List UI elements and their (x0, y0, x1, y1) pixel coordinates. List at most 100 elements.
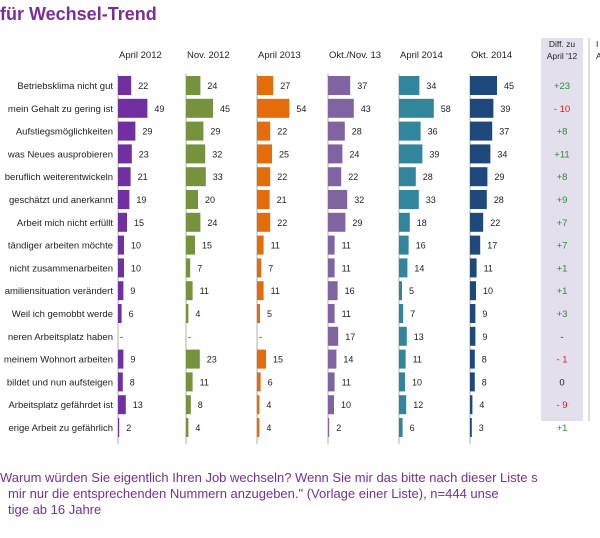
data-label-1-13: 11 (200, 377, 209, 387)
bar-5-8 (470, 258, 477, 278)
chart-area: April 2012 Nov. 2012 April 2013 Okt./Nov. 1… (4, 38, 600, 445)
legend-label-0: April 2012 (119, 50, 162, 61)
bar-0-12 (118, 349, 124, 369)
diff-value-13: 0 (559, 377, 564, 388)
bar-3-4 (328, 167, 342, 187)
data-label-1-12: 23 (207, 355, 217, 365)
diff-value-11: - (560, 332, 563, 343)
data-label-0-7: 10 (131, 241, 141, 251)
bar-4-5 (399, 190, 419, 209)
data-label-2-14: 4 (266, 400, 271, 410)
data-label-5-11: 9 (482, 332, 487, 342)
data-label-0-1: 49 (154, 104, 164, 114)
data-label-4-1: 58 (441, 104, 451, 114)
bar-1-3 (186, 144, 206, 164)
category-label-12: meinem Wohnort arbeiten (4, 355, 113, 366)
data-label-1-0: 24 (207, 81, 217, 91)
bar-2-13 (257, 372, 261, 392)
data-label-2-10: 5 (267, 309, 272, 319)
bar-2-12 (257, 349, 266, 369)
data-label-3-4: 22 (348, 172, 358, 182)
data-label-5-7: 17 (487, 241, 497, 251)
data-label-5-12: 8 (482, 355, 487, 365)
footnote: Warum würden Sie eigentlich Ihren Job we… (0, 470, 600, 518)
data-label-4-12: 11 (413, 355, 422, 365)
bar-3-11 (328, 326, 339, 346)
data-label-4-13: 10 (412, 377, 422, 387)
data-label-3-2: 28 (352, 127, 362, 137)
data-label-1-1: 45 (220, 104, 230, 114)
data-label-5-2: 37 (499, 127, 509, 137)
extra-column-header-1: I (596, 39, 598, 49)
bar-3-5 (328, 190, 348, 209)
data-label-5-9: 10 (483, 286, 493, 296)
diff-value-5: +9 (557, 195, 568, 206)
data-label-4-8: 14 (414, 263, 424, 273)
data-label-5-8: 11 (484, 263, 493, 273)
category-label-13: bildet und nun aufsteigen (7, 377, 113, 388)
bar-2-10 (257, 304, 260, 323)
bar-2-6 (257, 212, 271, 232)
bar-3-2 (328, 121, 345, 141)
data-label-1-3: 32 (212, 149, 222, 159)
data-label-2-7: 11 (271, 241, 280, 251)
data-label-3-11: 17 (345, 332, 355, 342)
diff-value-1: - 10 (554, 104, 570, 115)
bar-3-6 (328, 212, 346, 232)
bar-5-4 (470, 167, 488, 187)
footnote-line-2: mir nur die entsprechenden Nummern anzug… (8, 486, 499, 501)
bar-3-12 (328, 349, 337, 369)
chart-title: für Wechsel-Trend (0, 4, 157, 24)
category-label-0: Betriebsklima nicht gut (17, 81, 113, 92)
legend-label-4: April 2014 (400, 50, 443, 61)
bar-0-3 (118, 144, 132, 164)
bar-4-12 (399, 349, 406, 369)
footnote-line-3: tige ab 16 Jahre (8, 502, 102, 517)
bar-4-14 (399, 395, 407, 415)
bar-0-2 (118, 121, 136, 141)
bar-5-9 (470, 281, 476, 301)
bar-3-1 (328, 98, 354, 118)
bar-1-1 (186, 98, 213, 118)
data-label-1-14: 8 (198, 400, 203, 410)
data-label-0-2: 29 (142, 127, 152, 137)
data-label-0-8: 10 (131, 263, 141, 273)
data-label-3-6: 29 (352, 218, 362, 228)
data-label-2-4: 22 (277, 172, 287, 182)
data-label-5-10: 9 (482, 309, 487, 319)
bar-3-9 (328, 281, 338, 301)
bar-1-7 (186, 235, 195, 255)
bar-5-6 (470, 212, 484, 232)
data-label-2-2: 22 (277, 127, 287, 137)
bar-4-3 (399, 144, 423, 164)
bar-5-3 (470, 144, 491, 164)
data-label-0-6: 15 (134, 218, 144, 228)
data-label-1-4: 33 (213, 172, 223, 182)
footnote-line-1: Warum würden Sie eigentlich Ihren Job we… (0, 470, 538, 485)
bar-5-14 (470, 395, 473, 415)
legend-label-1: Nov. 2012 (187, 50, 230, 61)
bar-1-15 (186, 418, 189, 437)
data-label-3-0: 37 (357, 81, 367, 91)
data-label-5-0: 45 (504, 81, 514, 91)
category-label-7: tändiger arbeiten möchte (8, 241, 113, 252)
category-label-3: was Neues ausprobieren (7, 149, 113, 160)
data-label-3-1: 43 (361, 104, 371, 114)
bar-4-11 (399, 326, 407, 346)
bar-4-13 (399, 372, 405, 392)
bar-4-15 (399, 418, 403, 437)
category-label-4: beruflich weiterentwickeln (5, 172, 113, 183)
data-label-2-5: 21 (277, 195, 287, 205)
category-label-1: mein Gehalt zu gering ist (8, 104, 113, 115)
data-label-1-6: 24 (207, 218, 217, 228)
bar-1-0 (186, 76, 201, 95)
bar-3-7 (328, 235, 335, 255)
bar-3-3 (328, 144, 343, 164)
bar-2-4 (257, 167, 271, 187)
bar-5-5 (470, 190, 487, 209)
bar-0-9 (118, 281, 124, 301)
bar-5-2 (470, 121, 493, 141)
legend-label-5: Okt. 2014 (471, 50, 512, 61)
data-label-3-7: 11 (342, 241, 351, 251)
bar-2-5 (257, 190, 270, 209)
